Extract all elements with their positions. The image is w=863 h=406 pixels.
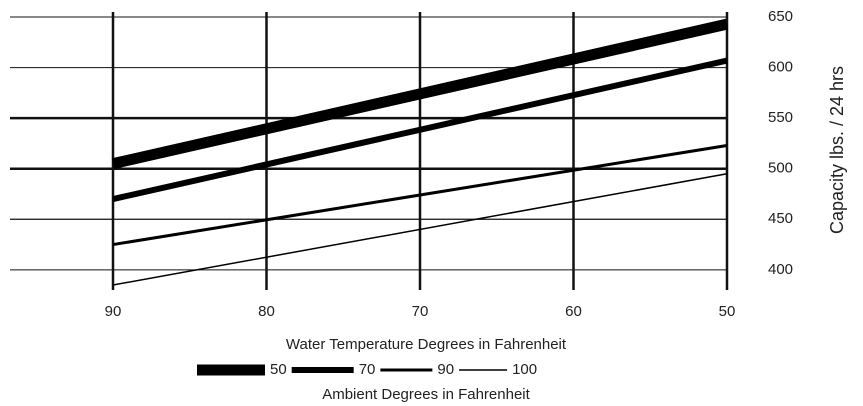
legend-label: 70 (359, 361, 376, 378)
x-axis-title: Water Temperature Degrees in Fahrenheit (286, 336, 567, 353)
x-tick-label: 70 (412, 303, 429, 320)
data-line (111, 18, 729, 170)
x-tick-label: 60 (565, 303, 582, 320)
data-line (112, 143, 728, 247)
legend-title: Ambient Degrees in Fahrenheit (322, 386, 530, 403)
legend-label: 100 (512, 361, 537, 378)
x-tick-label: 50 (719, 303, 736, 320)
y-tick-label: 450 (768, 210, 793, 227)
data-line (112, 57, 728, 202)
x-tick-label: 90 (105, 303, 122, 320)
y-tick-label: 650 (768, 8, 793, 25)
x-tick-label: 80 (258, 303, 275, 320)
y-tick-label: 550 (768, 109, 793, 126)
y-tick-label: 500 (768, 160, 793, 177)
y-axis-title: Capacity lbs. / 24 hrs (827, 66, 847, 234)
data-line (112, 173, 728, 286)
y-tick-label: 600 (768, 59, 793, 76)
legend-label: 90 (437, 361, 454, 378)
legend-label: 50 (270, 361, 287, 378)
y-tick-label: 400 (768, 261, 793, 278)
